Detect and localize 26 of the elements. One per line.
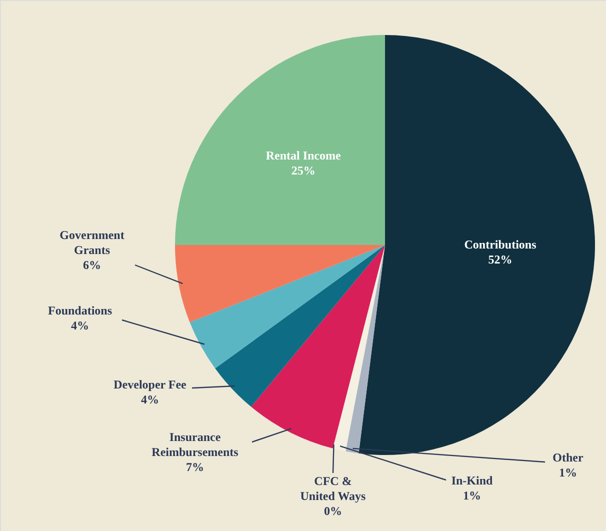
pie-slice: [175, 245, 385, 322]
pie-slice: [190, 245, 385, 368]
slice-label: Insurance Reimbursements: [152, 430, 239, 459]
data-label: 6%: [83, 258, 101, 272]
slice-label: Rental Income: [266, 148, 342, 162]
text: 0%: [324, 504, 342, 518]
slice-label: Contributions: [464, 237, 537, 252]
pie-slice: [346, 245, 385, 454]
pie-slice: [358, 35, 595, 455]
pie-slice: [175, 35, 385, 245]
slice-label: Other: [552, 450, 584, 464]
pie-slice: [251, 245, 385, 448]
data-label: 25%: [291, 163, 316, 178]
legend-label: CFC & United Ways: [300, 474, 366, 503]
data-label: 7%: [186, 460, 204, 474]
slice-label: Foundations: [48, 304, 112, 318]
data-label: 4%: [141, 392, 159, 406]
slice-label: In-Kind: [451, 474, 493, 488]
data-label: 4%: [71, 318, 89, 332]
pie-slice: [332, 245, 385, 452]
slice-label: Developer Fee: [114, 378, 188, 392]
data-label: 1%: [559, 466, 577, 480]
pie-slice: [215, 245, 385, 407]
slice-label: Government Grants: [60, 228, 124, 257]
data-label: 1%: [463, 488, 481, 502]
data-label: 52%: [488, 252, 512, 266]
